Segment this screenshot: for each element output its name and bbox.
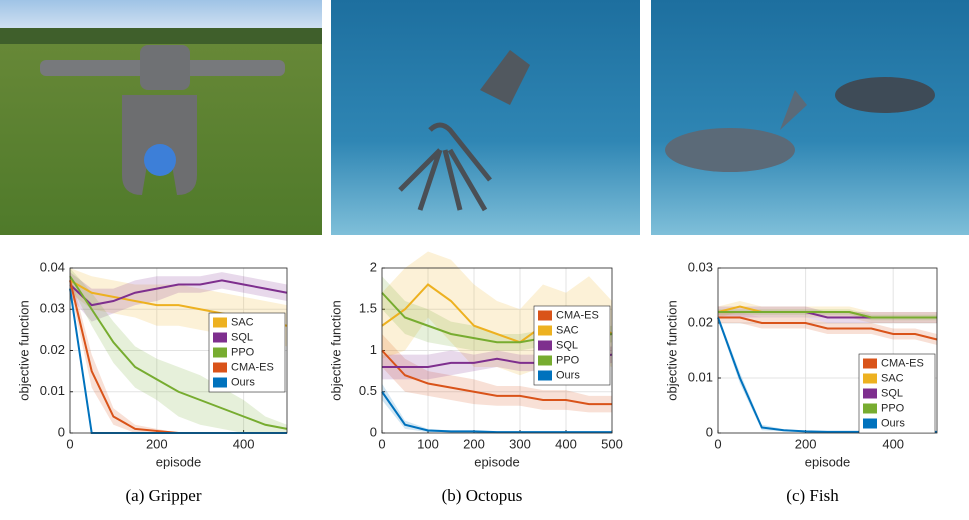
chart: 0 0.5 1 1.5 2 0 100 200 300 400 500 episode objectiv…	[328, 252, 622, 505]
legend-label: SQL	[556, 339, 578, 351]
legend-label: Ours	[231, 376, 255, 388]
y-tick-label: 0	[58, 424, 65, 439]
x-tick-label: 0	[714, 436, 721, 451]
y-tick-label: 0.01	[40, 383, 65, 398]
y-tick-label: 1	[370, 342, 377, 357]
y-tick-label: 0	[706, 424, 713, 439]
legend: SAC SQL PPO CMA-ES Ours	[209, 313, 285, 392]
x-tick-label: 400	[233, 436, 255, 451]
x-tick-label: 400	[555, 436, 577, 451]
legend-swatch	[863, 404, 877, 414]
legend: CMA-ES SAC SQL PPO Ours	[534, 306, 610, 385]
legend-swatch	[863, 419, 877, 429]
figure: 00.010.020.030.040200400episodeobjective…	[0, 0, 969, 520]
y-tick-label: 2	[370, 259, 377, 274]
legend-swatch	[213, 348, 227, 358]
legend-swatch	[863, 374, 877, 384]
legend-label: SAC	[556, 324, 579, 336]
legend-swatch	[538, 311, 552, 321]
legend-label: PPO	[556, 354, 580, 366]
x-tick-label: 500	[601, 436, 623, 451]
x-axis-label: episode	[805, 454, 851, 469]
legend-label: Ours	[556, 369, 580, 381]
y-tick-label: 0.02	[40, 342, 65, 357]
legend-swatch	[863, 389, 877, 399]
y-tick-label: 0.5	[359, 383, 377, 398]
x-tick-label: 100	[417, 436, 439, 451]
legend-label: PPO	[881, 402, 905, 414]
legend-swatch	[863, 359, 877, 369]
y-tick-label: 0	[370, 424, 377, 439]
y-tick-label: 0.01	[688, 369, 713, 384]
x-axis-label: episode	[156, 454, 202, 469]
legend-swatch	[213, 333, 227, 343]
legend-swatch	[538, 371, 552, 381]
y-axis-label: objective function	[16, 300, 31, 400]
x-axis-label: episode	[474, 454, 520, 469]
x-tick-label: 0	[66, 436, 73, 451]
x-tick-label: 400	[882, 436, 904, 451]
legend-label: CMA-ES	[231, 361, 274, 373]
legend-label: CMA-ES	[556, 309, 599, 321]
caption: (b) Octopus	[442, 486, 523, 505]
legend-swatch	[213, 363, 227, 373]
caption: (c) Fish	[786, 486, 839, 505]
y-axis-label: objective function	[328, 300, 343, 400]
y-tick-label: 0.04	[40, 259, 65, 274]
legend-label: SQL	[881, 387, 903, 399]
octopus-image	[331, 0, 640, 235]
y-tick-label: 0.03	[40, 301, 65, 316]
y-axis-label: objective function	[664, 300, 679, 400]
legend-label: Ours	[881, 417, 905, 429]
legend: CMA-ES SAC SQL PPO Ours	[859, 354, 935, 433]
legend-swatch	[213, 378, 227, 388]
gripper-image	[0, 0, 322, 235]
legend-swatch	[538, 341, 552, 351]
x-tick-label: 300	[509, 436, 531, 451]
legend-label: SQL	[231, 331, 253, 343]
y-tick-label: 0.02	[688, 314, 713, 329]
legend-swatch	[538, 356, 552, 366]
y-tick-label: 0.03	[688, 259, 713, 274]
legend-label: CMA-ES	[881, 357, 924, 369]
fish-image	[651, 0, 969, 235]
chart: 0 0.01 0.02 0.03 0 200 400 episode objective fun…	[664, 259, 937, 504]
y-tick-label: 1.5	[359, 301, 377, 316]
legend-label: SAC	[881, 372, 904, 384]
legend-label: PPO	[231, 346, 255, 358]
chart: 0 0.01 0.02 0.03 0.04 0 200 400 episode objective…	[16, 259, 287, 504]
x-tick-label: 200	[463, 436, 485, 451]
legend-label: SAC	[231, 316, 254, 328]
x-tick-label: 200	[146, 436, 168, 451]
x-tick-label: 200	[795, 436, 817, 451]
legend-swatch	[538, 326, 552, 336]
x-tick-label: 0	[378, 436, 385, 451]
legend-swatch	[213, 318, 227, 328]
caption: (a) Gripper	[126, 486, 202, 505]
